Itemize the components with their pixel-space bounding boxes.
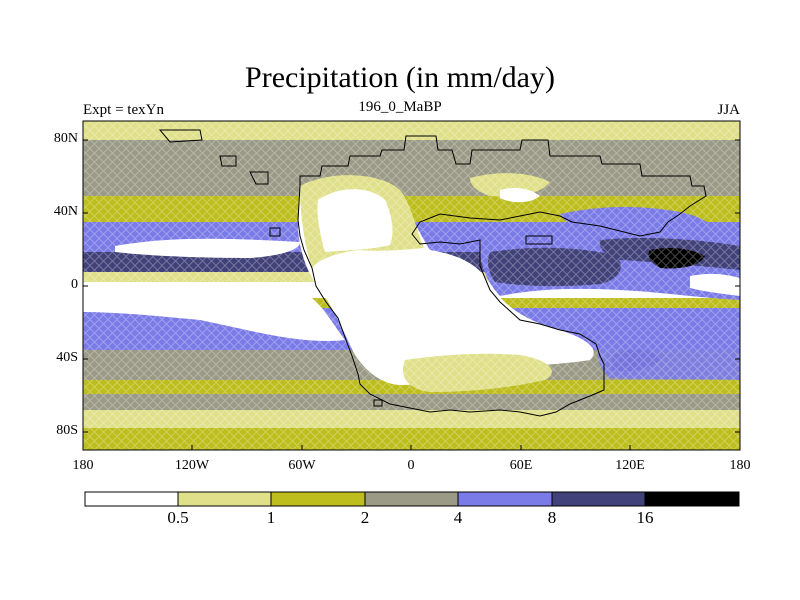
colorbar-label: 2 <box>360 508 370 527</box>
colorbar-bin-4 <box>364 491 459 507</box>
y-tick-label: 0 <box>71 277 78 292</box>
colorbar-bin-5 <box>457 491 553 507</box>
x-tick-label: 0 <box>407 458 415 473</box>
colorbar-label: 16 <box>636 508 654 527</box>
colorbar-label: 4 <box>453 508 463 527</box>
y-tick-label: 40S <box>56 350 78 365</box>
y-tick-label: 80N <box>53 131 78 146</box>
x-tick-label: 120E <box>615 458 645 473</box>
colorbar-bin-1 <box>84 491 179 507</box>
experiment-label: Expt = texYn <box>83 102 164 118</box>
x-tick-label: 180 <box>729 458 751 473</box>
colorbar-bin-6 <box>551 491 646 507</box>
colorbar-bin-3 <box>270 491 366 507</box>
colorbar-bin-2 <box>177 491 272 507</box>
y-tick-label: 40N <box>53 204 78 219</box>
colorbar-label: 8 <box>547 508 557 527</box>
colorbar-label: 1 <box>266 508 276 527</box>
colorbar <box>84 491 740 507</box>
x-tick-label: 120W <box>174 458 210 473</box>
x-tick-label: 60W <box>288 458 316 473</box>
period-label: 196_0_MaBP <box>358 99 442 115</box>
map-title: Precipitation (in mm/day) <box>245 61 555 94</box>
colorbar-bin-7 <box>644 491 740 507</box>
y-tick-label: 80S <box>56 423 78 438</box>
season-label: JJA <box>717 102 740 118</box>
x-tick-label: 60E <box>509 458 533 473</box>
x-tick-label: 180 <box>72 458 94 473</box>
axis-ticks <box>82 139 741 450</box>
colorbar-label: 0.5 <box>167 508 189 527</box>
precip-field <box>83 121 740 450</box>
